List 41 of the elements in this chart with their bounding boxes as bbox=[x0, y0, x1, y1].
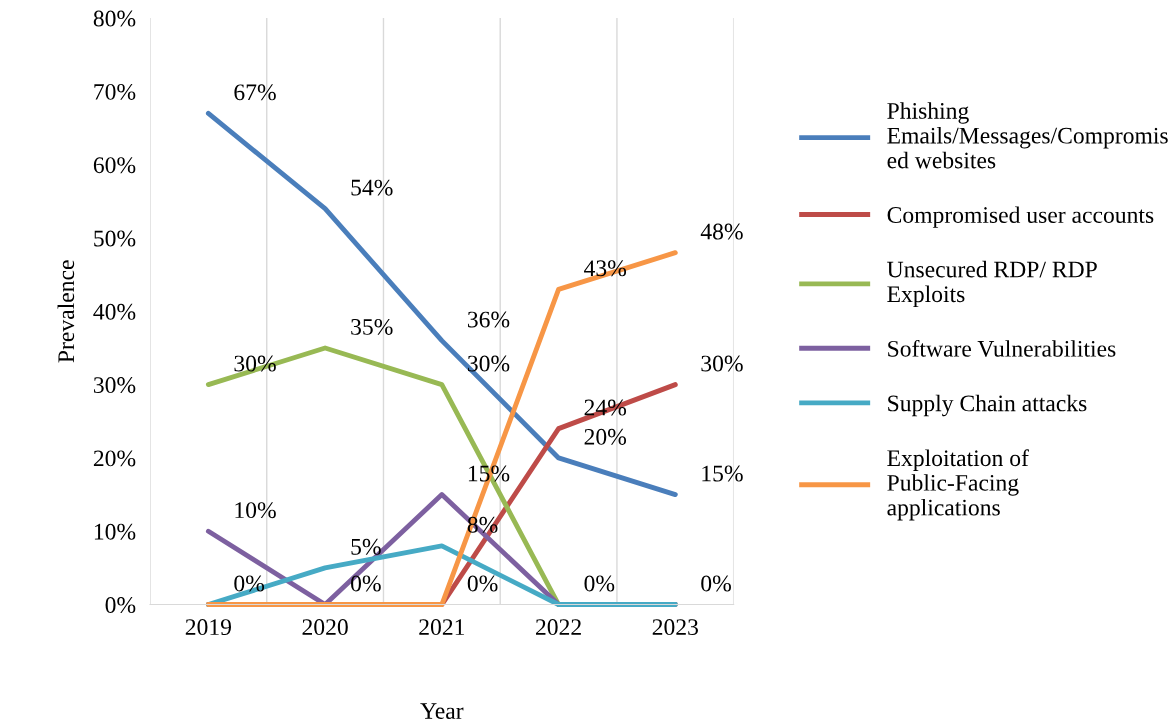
legend-label: Software Vulnerabilities bbox=[888, 339, 1116, 357]
data-label: 0% bbox=[351, 575, 381, 592]
y-tick-label: 30% bbox=[93, 377, 136, 394]
data-label: 10% bbox=[235, 502, 276, 519]
y-axis-title: Prevalence bbox=[57, 260, 75, 363]
data-label: 36% bbox=[467, 311, 510, 328]
x-tick-label: 2023 bbox=[652, 619, 698, 636]
data-label: 43% bbox=[584, 260, 627, 277]
x-axis-title: Year bbox=[420, 703, 464, 719]
data-label: 20% bbox=[584, 428, 627, 445]
data-label: 30% bbox=[467, 355, 510, 372]
data-label: 54% bbox=[351, 179, 393, 196]
data-label: 48% bbox=[700, 223, 743, 240]
data-label: 5% bbox=[351, 538, 381, 555]
y-tick-label: 10% bbox=[94, 523, 136, 540]
x-tick-label: 2021 bbox=[419, 619, 465, 636]
x-tick-label: 2020 bbox=[302, 619, 348, 636]
y-tick-label: 20% bbox=[93, 450, 136, 467]
y-tick-label: 0% bbox=[105, 597, 136, 614]
y-tick-label: 80% bbox=[93, 10, 136, 27]
x-tick-label: 2019 bbox=[185, 619, 232, 636]
y-tick-label: 60% bbox=[93, 157, 136, 174]
data-label: 0% bbox=[467, 575, 498, 592]
y-tick-label: 70% bbox=[94, 83, 136, 100]
y-tick-label: 50% bbox=[94, 230, 136, 247]
legend-label: Unsecured RDP/ RDP Exploits bbox=[887, 260, 1097, 307]
legend-label: Supply Chain attacks bbox=[888, 394, 1087, 417]
line-series bbox=[205, 110, 678, 498]
data-label: 0% bbox=[701, 575, 731, 592]
data-label: 67% bbox=[234, 84, 276, 101]
legend-label: Phishing Emails/Messages/Compromised websites bbox=[887, 102, 1168, 169]
legend-label: Exploitation of Public-Facing applications bbox=[887, 449, 1029, 521]
x-tick-label: 2022 bbox=[536, 619, 581, 636]
y-tick-label: 40% bbox=[93, 303, 136, 320]
data-label: 0% bbox=[584, 575, 615, 592]
data-label: 15% bbox=[702, 465, 743, 482]
data-label: 35% bbox=[351, 318, 393, 335]
legend-label: Compromised user accounts bbox=[887, 206, 1154, 228]
data-label: 30% bbox=[234, 355, 276, 372]
data-label: 0% bbox=[234, 575, 265, 592]
data-label: 30% bbox=[701, 355, 743, 372]
